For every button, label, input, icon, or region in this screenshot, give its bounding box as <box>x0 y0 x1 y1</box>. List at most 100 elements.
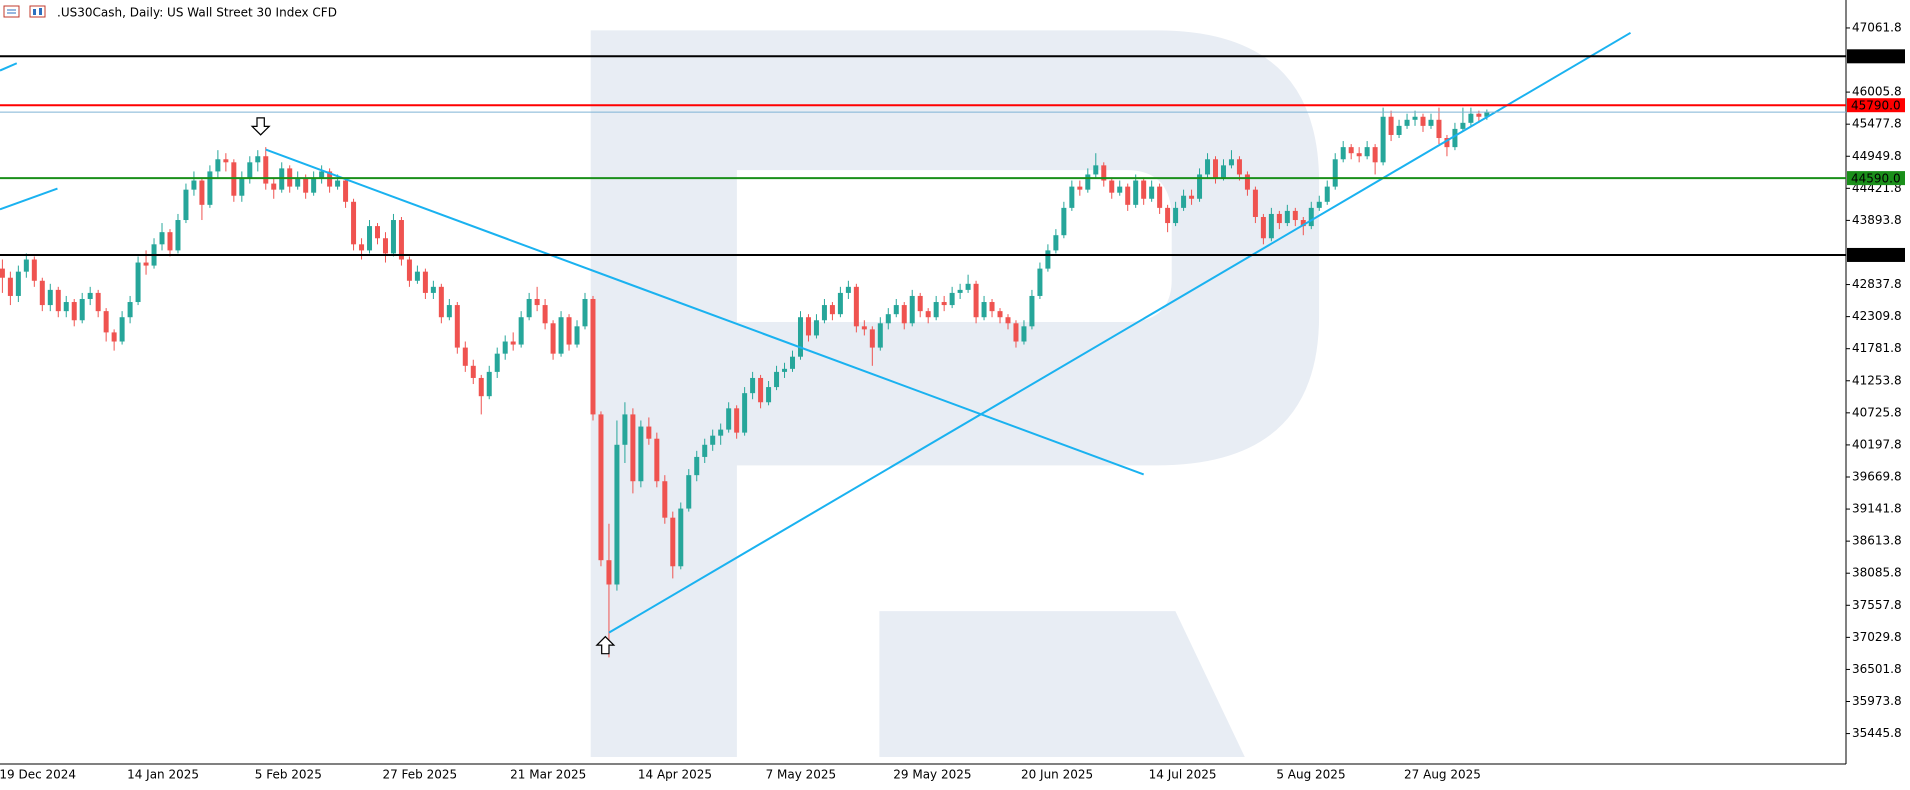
candle-body <box>1316 201 1322 208</box>
candle-body <box>1340 147 1346 160</box>
y-tick-label: 38085.8 <box>1852 566 1902 580</box>
candle-body <box>965 283 971 290</box>
candle-body <box>997 311 1003 318</box>
candle-body <box>678 508 684 567</box>
y-tick-label: 41253.8 <box>1852 373 1902 387</box>
candle-body <box>790 356 796 369</box>
x-tick-label: 14 Jan 2025 <box>127 768 199 782</box>
candle-body <box>39 280 45 306</box>
y-tick-label: 42837.8 <box>1852 277 1902 291</box>
candle-body <box>949 292 955 306</box>
y-tick-label: 39669.8 <box>1852 469 1902 483</box>
y-tick-label: 36501.8 <box>1852 662 1902 676</box>
candle-body <box>917 295 923 312</box>
candle-body <box>1460 122 1466 129</box>
candle-body <box>1197 174 1203 199</box>
candle-body <box>1444 138 1450 148</box>
candle-body <box>462 347 468 366</box>
candle-body <box>813 320 819 336</box>
candle-body <box>901 305 907 324</box>
candle-body <box>1077 186 1083 190</box>
candle-body <box>973 283 979 318</box>
candle-body <box>183 189 189 221</box>
candle-body <box>1133 180 1139 205</box>
candle-body <box>1468 113 1474 123</box>
y-tick-label: 46005.8 <box>1852 85 1902 99</box>
candle-body <box>1244 174 1250 190</box>
candle-body <box>470 365 476 378</box>
level-label: 43325.0 <box>1851 248 1901 262</box>
y-tick-label: 40725.8 <box>1852 405 1902 419</box>
candle-body <box>550 323 556 354</box>
candle-body <box>303 177 309 193</box>
candle-body <box>375 226 381 239</box>
candle-body <box>630 414 636 482</box>
candle-body <box>271 183 277 190</box>
y-tick-label: 35445.8 <box>1852 726 1902 740</box>
candle-body <box>702 444 708 457</box>
candle-body <box>223 159 229 163</box>
candle-body <box>1117 186 1123 193</box>
candle-body <box>1101 165 1107 181</box>
candle-body <box>829 305 835 315</box>
candle-body <box>566 317 572 345</box>
candle-body <box>1069 186 1075 208</box>
candle-body <box>295 177 301 187</box>
candle-body <box>638 426 644 482</box>
y-tick-label: 42309.8 <box>1852 309 1902 323</box>
trend-line <box>0 62 18 72</box>
watermark <box>590 30 1320 757</box>
candle-body <box>1284 210 1290 224</box>
candle-body <box>782 368 788 372</box>
candle-body <box>0 268 5 278</box>
candle-body <box>1149 186 1155 199</box>
candle-body <box>1236 159 1242 175</box>
x-tick-label: 7 May 2025 <box>766 768 837 782</box>
candle-body <box>845 286 851 293</box>
candle-body <box>574 326 580 345</box>
x-tick-label: 5 Feb 2025 <box>255 768 322 782</box>
candle-body <box>1213 159 1219 178</box>
candle-body <box>63 302 69 312</box>
candle-body <box>239 177 245 196</box>
candle-body <box>319 171 325 178</box>
trend-line <box>608 31 1632 634</box>
candle-body <box>1005 317 1011 324</box>
level-label: 44590.0 <box>1851 172 1901 186</box>
x-tick-label: 20 Jun 2025 <box>1021 768 1093 782</box>
candle-body <box>622 414 628 445</box>
level-label-box <box>1847 247 1905 262</box>
x-tick-label: 21 Mar 2025 <box>510 768 586 782</box>
candle-body <box>941 302 947 306</box>
candle-body <box>55 289 61 312</box>
candle-body <box>1412 116 1418 120</box>
x-tick-label: 27 Aug 2025 <box>1404 768 1481 782</box>
candle-body <box>175 220 181 251</box>
candle-body <box>837 292 843 315</box>
candle-body <box>311 177 317 193</box>
candle-body <box>135 262 141 303</box>
candle-body <box>510 341 516 345</box>
y-tick-label: 47061.8 <box>1852 20 1902 34</box>
candle-body <box>686 475 692 509</box>
candle-body <box>598 414 604 561</box>
candle-body <box>247 162 253 178</box>
candle-body <box>1428 119 1434 126</box>
candle-body <box>1292 210 1298 221</box>
candle-body <box>710 435 716 445</box>
candle-body <box>382 238 388 254</box>
level-label: 46595.0 <box>1851 50 1901 64</box>
candle-body <box>486 371 492 397</box>
candle-body <box>582 298 588 327</box>
candle-body <box>797 317 803 357</box>
candle-body <box>31 259 37 281</box>
y-tick-label: 37029.8 <box>1852 630 1902 644</box>
level-label: 45790.0 <box>1851 99 1901 113</box>
level-label-box <box>1847 98 1905 113</box>
candle-body <box>1252 189 1258 217</box>
y-tick-label: 41781.8 <box>1852 341 1902 355</box>
candle-body <box>446 305 452 318</box>
candle-body <box>1356 153 1362 157</box>
candle-body <box>957 289 963 293</box>
candle-body <box>614 444 620 585</box>
